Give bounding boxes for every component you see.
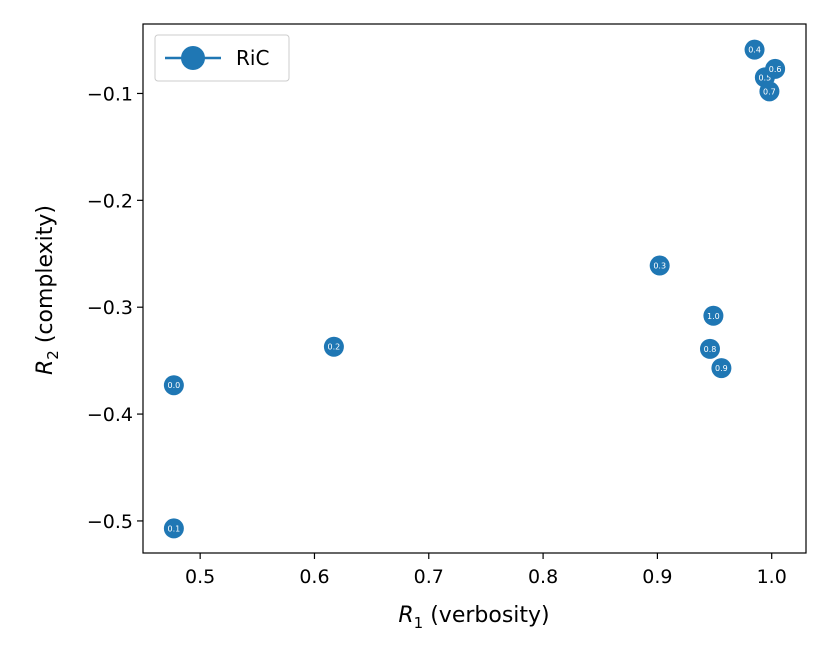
y-axis-label-text: (complexity)	[33, 205, 58, 350]
data-point-label: 1.0	[707, 312, 720, 321]
data-point	[699, 338, 720, 359]
y-tick-label: −0.1	[87, 83, 133, 105]
data-point	[711, 358, 732, 379]
y-axis-label: R2 (complexity)	[33, 205, 62, 375]
data-point	[323, 336, 344, 357]
legend: RiC	[154, 34, 290, 82]
plot-area-frame	[142, 23, 807, 554]
x-tick-label: 0.8	[528, 566, 558, 588]
data-point-label: 0.6	[769, 65, 782, 74]
y-axis-ticks: −0.1 −0.2 −0.3 −0.4 −0.5	[87, 83, 143, 533]
data-point-label: 0.9	[715, 364, 728, 373]
data-point	[765, 58, 786, 79]
y-axis-label-symbol: R	[33, 360, 58, 375]
x-axis-label-symbol: R	[398, 603, 413, 628]
data-points: 0.0 0.1 0.2 0.3 0.4 0.50.6 0.7 0.8 0.9 1.0	[163, 39, 786, 539]
x-tick-label: 0.5	[185, 566, 215, 588]
legend-box	[154, 34, 290, 82]
data-point-label: 0.4	[748, 46, 761, 55]
x-axis-label: R1 (verbosity)	[398, 603, 549, 632]
data-point-label: 0.7	[763, 87, 776, 96]
data-point-label: 0.0	[167, 381, 180, 390]
data-point	[759, 81, 780, 102]
data-point-label: 0.8	[704, 345, 717, 354]
data-point-label: 0.3	[653, 262, 666, 271]
y-axis-label-subscript: 2	[44, 350, 62, 360]
x-axis-ticks: 0.5 0.6 0.7 0.8 0.9 1.0	[185, 553, 787, 588]
data-point	[163, 375, 184, 396]
data-point	[649, 255, 670, 276]
x-tick-label: 0.9	[642, 566, 672, 588]
x-axis-label-text: (verbosity)	[423, 603, 549, 628]
data-point	[744, 39, 765, 60]
data-point	[703, 305, 724, 326]
data-point-label: 0.5	[758, 73, 771, 82]
y-tick-label: −0.3	[87, 297, 133, 319]
y-tick-label: −0.5	[87, 511, 133, 533]
x-tick-label: 1.0	[757, 566, 787, 588]
y-tick-label: −0.2	[87, 190, 133, 212]
legend-entry-ric: RiC	[236, 46, 269, 70]
x-tick-label: 0.6	[299, 566, 329, 588]
data-point	[163, 518, 184, 539]
y-tick-label: −0.4	[87, 404, 133, 426]
legend-dot-marker	[181, 46, 205, 70]
x-tick-label: 0.7	[414, 566, 444, 588]
x-axis-label-subscript: 1	[414, 614, 424, 632]
data-point-label: 0.2	[328, 343, 341, 352]
data-point-label: 0.1	[167, 524, 180, 533]
